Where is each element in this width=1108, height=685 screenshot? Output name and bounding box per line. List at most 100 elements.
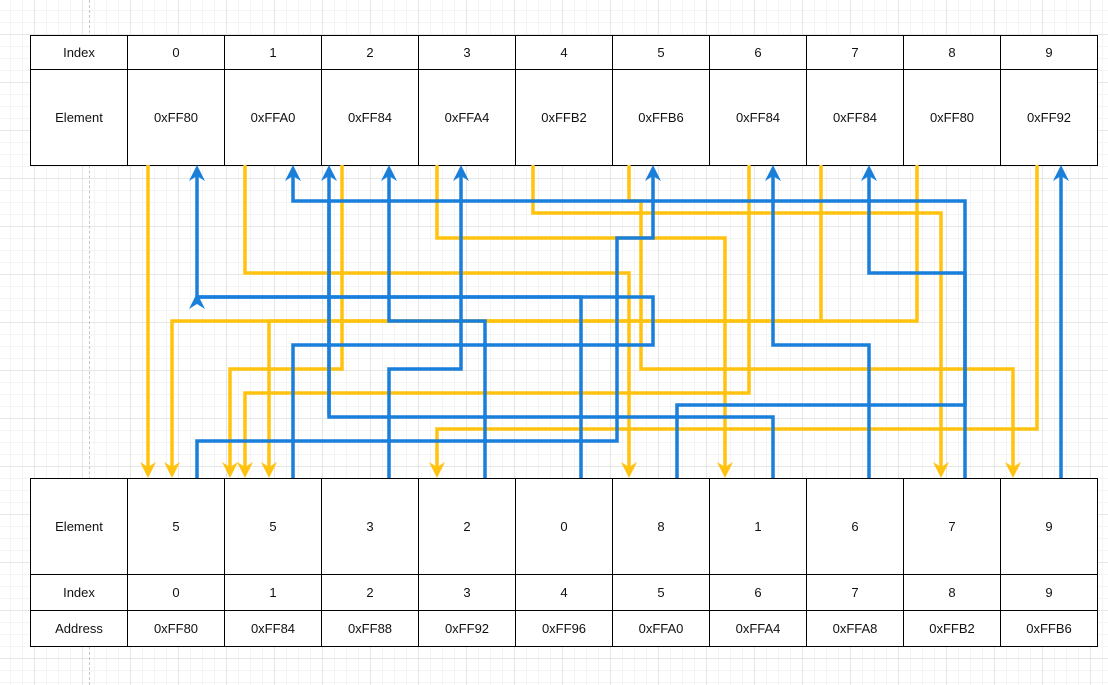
- bottom-index-row: Index 0 1 2 3 4 5 6 7 8 9: [30, 574, 1098, 611]
- top-index-cell: 0: [127, 35, 225, 70]
- arrow-down-icon: [429, 462, 445, 478]
- arrow-down-icon: [164, 462, 180, 478]
- arrow-down-icon: [222, 462, 238, 478]
- bottom-address-label: Address: [30, 610, 128, 647]
- bottom-index-cell: 0: [127, 574, 225, 611]
- top-element-cell: 0xFF84: [321, 69, 419, 166]
- arrow-up-icon: [765, 165, 781, 181]
- bottom-element-cell: 9: [1000, 478, 1098, 575]
- arrow-down-icon: [621, 462, 637, 478]
- top-index-cell: 1: [224, 35, 322, 70]
- top-index-cell: 7: [806, 35, 904, 70]
- backward-link-group: [189, 165, 1069, 478]
- top-index-cell: 6: [709, 35, 807, 70]
- top-element-cell: 0xFFB2: [515, 69, 613, 166]
- forward-link-line: [435, 165, 727, 474]
- bottom-address-cell: 0xFFB6: [1000, 610, 1098, 647]
- bottom-address-cell: 0xFFA8: [806, 610, 904, 647]
- bottom-element-cell: 7: [903, 478, 1001, 575]
- backward-link-line: [771, 169, 871, 478]
- arrow-up-icon: [189, 165, 205, 181]
- bottom-index-label: Index: [30, 574, 128, 611]
- bottom-element-cell: 5: [224, 478, 322, 575]
- top-index-row: Index 0 1 2 3 4 5 6 7 8 9: [30, 35, 1098, 70]
- bottom-element-cell: 0: [515, 478, 613, 575]
- arrow-up-icon: [189, 293, 205, 309]
- backward-link-line: [195, 169, 655, 478]
- arrow-up-icon: [1053, 165, 1069, 181]
- top-element-cell: 0xFFA4: [418, 69, 516, 166]
- backward-link-line: [327, 169, 967, 478]
- forward-link-line: [243, 165, 631, 474]
- bottom-address-cell: 0xFF92: [418, 610, 516, 647]
- bottom-element-cell: 3: [321, 478, 419, 575]
- forward-link-line: [228, 165, 344, 474]
- bottom-index-cell: 3: [418, 574, 516, 611]
- bottom-index-cell: 1: [224, 574, 322, 611]
- top-element-label: Element: [30, 69, 128, 166]
- source-array-table: Index 0 1 2 3 4 5 6 7 8 9 Element 0xFF80…: [30, 35, 1098, 166]
- forward-link-line: [170, 165, 823, 474]
- bottom-address-cell: 0xFFB2: [903, 610, 1001, 647]
- arrow-down-icon: [140, 462, 156, 478]
- top-index-cell: 3: [418, 35, 516, 70]
- forward-link-line: [531, 165, 943, 474]
- bottom-address-cell: 0xFF80: [127, 610, 225, 647]
- bottom-address-cell: 0xFF88: [321, 610, 419, 647]
- bottom-index-cell: 6: [709, 574, 807, 611]
- bottom-element-cell: 2: [418, 478, 516, 575]
- top-element-cell: 0xFFA0: [224, 69, 322, 166]
- forward-link-line: [435, 165, 1039, 474]
- arrow-up-icon: [321, 165, 337, 181]
- top-element-cell: 0xFF92: [1000, 69, 1098, 166]
- forward-link-line: [243, 165, 751, 474]
- arrow-down-icon: [1005, 462, 1021, 478]
- arrow-up-icon: [381, 165, 397, 181]
- bottom-index-cell: 2: [321, 574, 419, 611]
- top-index-cell: 5: [612, 35, 710, 70]
- arrow-down-icon: [717, 462, 733, 478]
- arrow-down-icon: [933, 462, 949, 478]
- backward-link-line: [197, 295, 583, 478]
- bottom-index-cell: 9: [1000, 574, 1098, 611]
- top-element-cell: 0xFFB6: [612, 69, 710, 166]
- bottom-address-row: Address 0xFF80 0xFF84 0xFF88 0xFF92 0xFF…: [30, 610, 1098, 647]
- bottom-element-cell: 5: [127, 478, 225, 575]
- forward-link-line: [267, 165, 919, 474]
- arrow-up-icon: [645, 165, 661, 181]
- bottom-index-cell: 8: [903, 574, 1001, 611]
- forward-link-line: [627, 165, 1015, 474]
- top-element-cell: 0xFF80: [127, 69, 225, 166]
- bottom-element-cell: 6: [806, 478, 904, 575]
- arrow-down-icon: [237, 462, 253, 478]
- bottom-index-cell: 4: [515, 574, 613, 611]
- top-element-cell: 0xFF80: [903, 69, 1001, 166]
- bottom-address-cell: 0xFFA4: [709, 610, 807, 647]
- arrow-up-icon: [861, 165, 877, 181]
- bottom-address-cell: 0xFF96: [515, 610, 613, 647]
- top-index-cell: 8: [903, 35, 1001, 70]
- bottom-index-cell: 7: [806, 574, 904, 611]
- top-index-cell: 4: [515, 35, 613, 70]
- bottom-address-cell: 0xFFA0: [612, 610, 710, 647]
- bottom-element-row: Element 5 5 3 2 0 8 1 6 7 9: [30, 478, 1098, 575]
- bottom-element-label: Element: [30, 478, 128, 575]
- bottom-index-cell: 5: [612, 574, 710, 611]
- top-element-cell: 0xFF84: [806, 69, 904, 166]
- guide-line: [89, 0, 90, 685]
- arrow-down-icon: [261, 462, 277, 478]
- backward-link-line: [195, 169, 655, 478]
- bottom-element-cell: 1: [709, 478, 807, 575]
- arrow-up-icon: [285, 165, 301, 181]
- target-array-table: Element 5 5 3 2 0 8 1 6 7 9 Index 0 1 2 …: [30, 478, 1098, 647]
- bottom-element-cell: 8: [612, 478, 710, 575]
- forward-link-group: [140, 165, 1039, 478]
- top-element-row: Element 0xFF80 0xFFA0 0xFF84 0xFFA4 0xFF…: [30, 69, 1098, 166]
- bottom-address-cell: 0xFF84: [224, 610, 322, 647]
- backward-link-line: [291, 169, 775, 478]
- arrow-up-icon: [453, 165, 469, 181]
- backward-link-line: [387, 169, 487, 478]
- backward-link-line: [867, 169, 967, 478]
- top-index-cell: 2: [321, 35, 419, 70]
- top-element-cell: 0xFF84: [709, 69, 807, 166]
